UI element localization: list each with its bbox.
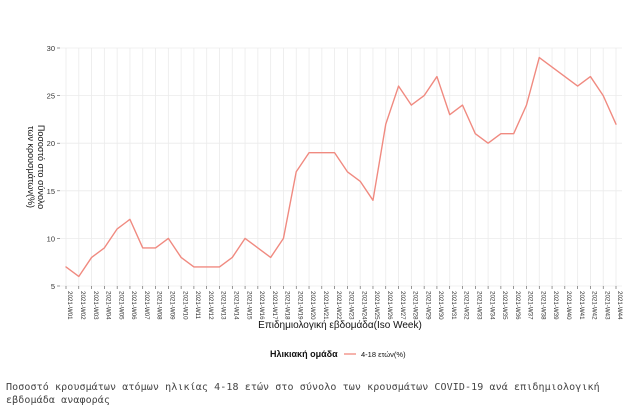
x-tick-label: 2021-W11 <box>194 291 201 320</box>
x-tick-label: 2021-W39 <box>552 291 559 320</box>
x-tick-label: 2021-W09 <box>169 291 176 320</box>
x-tick-label: 2021-W28 <box>412 291 419 320</box>
x-tick-label: 2021-W19 <box>296 291 303 320</box>
x-tick-label: 2021-W13 <box>220 291 227 320</box>
x-tick-label: 2021-W40 <box>565 291 572 320</box>
x-tick-label: 2021-W05 <box>117 291 124 320</box>
x-tick-label: 2021-W29 <box>424 291 431 320</box>
figure-caption: Ποσοστό κρουσμάτων ατόμων ηλικίας 4-18 ε… <box>6 382 600 406</box>
x-tick-label: 2021-W16 <box>258 291 265 320</box>
x-tick-label: 2021-W04 <box>105 291 112 320</box>
x-tick-label: 2021-W23 <box>348 291 355 320</box>
x-tick-label: 2021-W35 <box>501 291 508 320</box>
x-tick-label: 2021-W42 <box>591 291 598 320</box>
x-tick-label: 2021-W03 <box>92 291 99 320</box>
x-tick-label: 2021-W44 <box>616 291 623 320</box>
x-tick-label: 2021-W41 <box>578 291 585 320</box>
x-tick-label: 2021-W02 <box>79 291 86 320</box>
y-tick-label: 20 <box>47 139 55 148</box>
x-tick-label: 2021-W37 <box>527 291 534 320</box>
x-tick-label: 2021-W20 <box>309 291 316 320</box>
x-tick-label: 2021-W27 <box>399 291 406 320</box>
x-tick-label: 2021-W31 <box>450 291 457 320</box>
y-axis-title-line-2: των κρουσμάτων(%) <box>26 126 36 208</box>
x-tick-label: 2021-W06 <box>130 291 137 320</box>
x-tick-label: 2021-W17 <box>271 291 278 320</box>
x-tick-label: 2021-W25 <box>373 291 380 320</box>
x-tick-label: 2021-W32 <box>463 291 470 320</box>
x-tick-label: 2021-W43 <box>603 291 610 320</box>
y-axis: 5 10 15 20 25 30 <box>47 44 60 291</box>
legend: Ηλικιακή ομάδα 4-18 ετών(%) <box>270 349 406 359</box>
x-tick-label: 2021-W30 <box>437 291 444 320</box>
x-tick-label: 2021-W18 <box>284 291 291 320</box>
x-tick-label: 2021-W07 <box>143 291 150 320</box>
y-tick-label: 15 <box>47 187 55 196</box>
y-axis-title-line-1: Ποσοστό στο σύνολο <box>36 125 46 209</box>
y-tick-label: 25 <box>47 92 55 101</box>
legend-label: 4-18 ετών(%) <box>361 350 406 359</box>
x-tick-label: 2021-W24 <box>360 291 367 320</box>
series-layer <box>65 56 617 278</box>
x-tick-label: 2021-W38 <box>539 291 546 320</box>
y-tick-label: 10 <box>47 234 55 243</box>
x-tick-label: 2021-W34 <box>488 291 495 320</box>
x-axis-title: Επιδημιολογική εβδομάδα(Iso Week) <box>258 319 422 331</box>
plot-panel <box>60 48 622 286</box>
x-tick-label: 2021-W36 <box>514 291 521 320</box>
x-tick-label: 2021-W33 <box>476 291 483 320</box>
y-tick-label: 30 <box>47 44 55 53</box>
x-tick-label: 2021-W12 <box>207 291 214 320</box>
x-tick-label: 2021-W08 <box>156 291 163 320</box>
y-axis-title: Ποσοστό στο σύνολο των κρουσμάτων(%) <box>26 125 46 209</box>
legend-title: Ηλικιακή ομάδα <box>270 349 338 359</box>
x-tick-label: 2021-W15 <box>245 291 252 320</box>
series-line-1 <box>65 56 617 278</box>
x-tick-label: 2021-W21 <box>322 291 329 320</box>
x-tick-label: 2021-W10 <box>181 291 188 320</box>
x-tick-label: 2021-W22 <box>335 291 342 320</box>
x-axis: 2021-W01 2021-W02 2021-W03 2021-W04 2021-W05… <box>65 286 623 320</box>
x-tick-label: 2021-W26 <box>386 291 393 320</box>
x-tick-label: 2021-W14 <box>232 291 239 320</box>
y-tick-label: 5 <box>51 282 55 291</box>
grid-lines <box>60 47 622 287</box>
x-tick-label: 2021-W01 <box>66 291 73 320</box>
